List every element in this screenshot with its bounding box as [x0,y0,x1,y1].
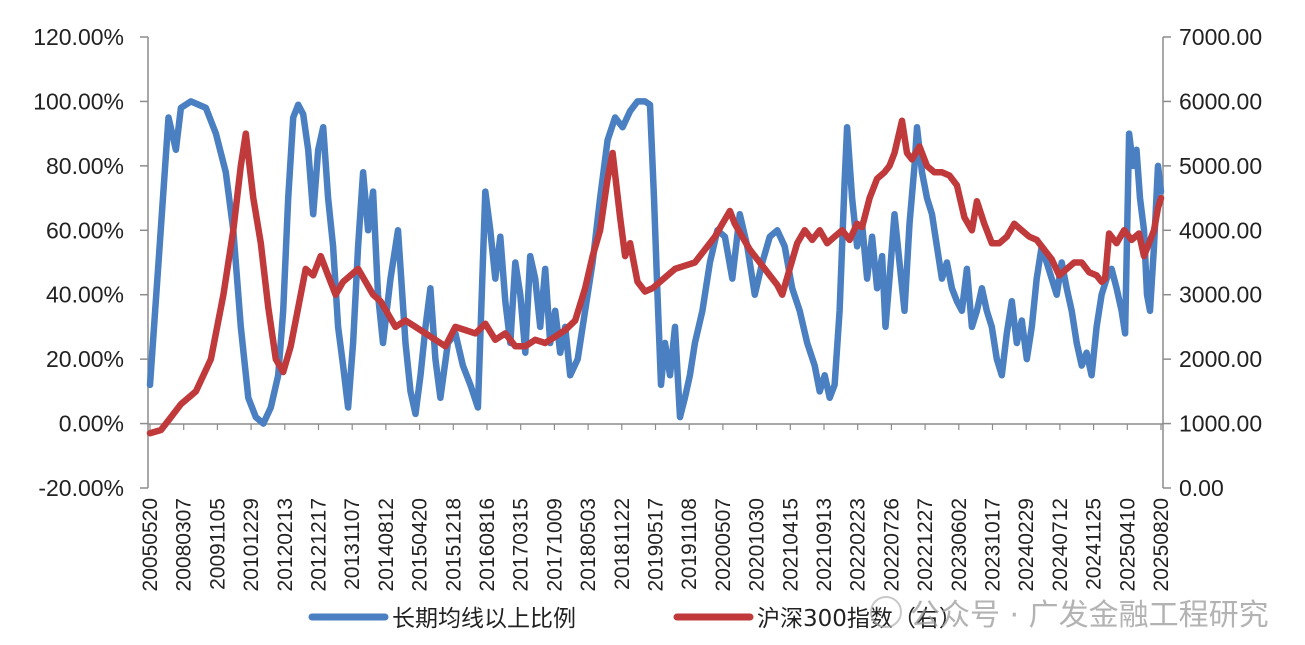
x-tick-label: 20250410 [1116,498,1139,591]
x-tick-label: 20191108 [678,498,701,590]
left-tick-label: 120.00% [33,24,124,50]
x-tick-label: 20240712 [1049,498,1072,591]
right-tick-label: 1000.00 [1179,411,1262,437]
x-tick-label: 20160816 [476,498,499,591]
x-tick-label: 20131107 [341,498,364,590]
series-group [146,98,1165,437]
x-tick-label: 20241125 [1083,498,1106,590]
watermark: 公众号 · 广发金融工程研究 [870,596,1269,633]
x-tick-label: 20200507 [712,498,735,591]
x-tick-label: 20190517 [645,498,668,591]
right-tick-label: 2000.00 [1179,346,1262,372]
right-tick-label: 6000.00 [1179,88,1262,114]
left-tick-label: 40.00% [46,282,124,308]
series-line-ratio [146,98,1165,427]
x-tick-labels: 20050520 20080307 20091105 20101229 20120213… [139,424,1173,591]
left-tick-label: 100.00% [33,88,124,114]
watermark-text: 公众号 · 广发金融工程研究 [910,598,1269,633]
x-tick-label: 20080307 [173,498,196,591]
left-tick-label: 80.00% [46,153,124,179]
x-tick-label: 20091105 [206,498,229,590]
legend-label-index: 沪深300指数（右） [757,606,962,632]
x-tick-label: 20181122 [611,498,634,590]
x-tick-label: 20101229 [240,498,263,591]
x-tick-label: 20201030 [746,498,769,591]
x-tick-label: 20140812 [375,498,398,591]
left-tick-label: -20.00% [38,475,124,501]
x-tick-label: 20171009 [543,498,566,591]
right-y-tick-labels: 7000.00 6000.00 5000.00 4000.00 3000.00 2000.… [1163,24,1262,501]
x-tick-label: 20050520 [139,498,162,591]
left-tick-label: 20.00% [46,346,124,372]
x-tick-label: 20250820 [1150,498,1173,591]
x-tick-label: 20210415 [779,498,802,591]
x-tick-label: 20151218 [442,498,465,591]
x-tick-label: 20220726 [880,498,903,591]
left-tick-label: 0.00% [59,411,124,437]
x-tick-label: 20231017 [982,498,1005,591]
left-y-tick-labels: 120.00% 100.00% 80.00% 60.00% 40.00% 20.00% 0.… [33,24,148,501]
legend: 长期均线以上比例 沪深300指数（右） [308,606,962,632]
x-tick-label: 20240229 [1015,498,1038,591]
right-tick-label: 7000.00 [1179,24,1262,50]
x-tick-label: 20170315 [510,498,533,591]
x-tick-label: 20120213 [274,498,297,591]
x-tick-label: 20150420 [409,498,432,591]
x-tick-label: 20221227 [914,498,937,591]
x-tick-label: 20180503 [577,498,600,591]
right-tick-label: 5000.00 [1179,153,1262,179]
wechat-icon [870,596,902,628]
series-line-index [146,117,1165,437]
right-tick-label: 0.00 [1179,475,1224,501]
x-tick-label: 20220223 [847,498,870,591]
x-tick-label: 20121217 [308,498,331,591]
x-tick-label: 20230602 [948,498,971,591]
left-tick-label: 60.00% [46,217,124,243]
legend-label-ratio: 长期均线以上比例 [392,606,576,632]
right-tick-label: 3000.00 [1179,282,1262,308]
x-tick-label: 20210913 [813,498,836,591]
right-tick-label: 4000.00 [1179,217,1262,243]
